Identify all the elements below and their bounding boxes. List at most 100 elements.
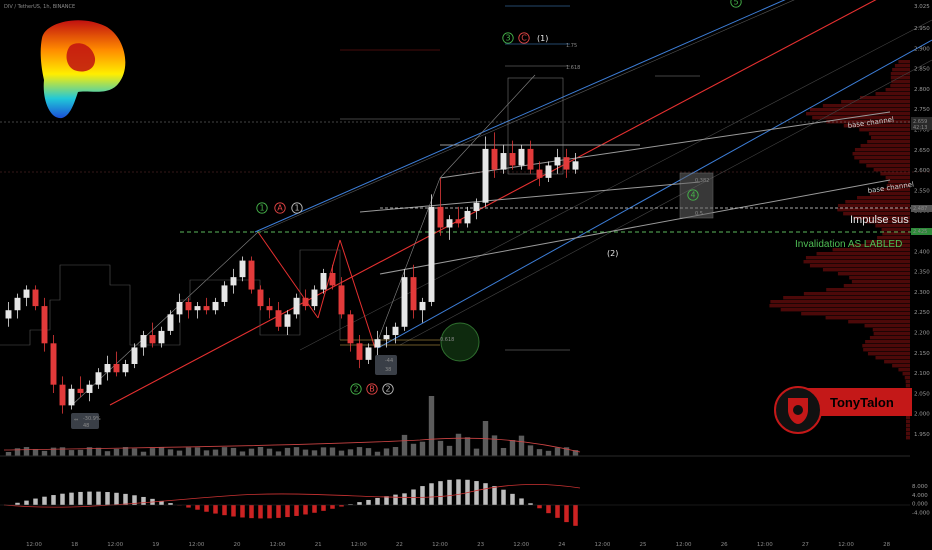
svg-text:2.487: 2.487 xyxy=(913,206,927,212)
volume-profile-bar xyxy=(866,164,910,168)
volume-bar xyxy=(518,435,525,456)
volume-bar xyxy=(365,448,372,456)
volume-bar xyxy=(95,447,102,456)
volume-profile-bar xyxy=(884,360,910,364)
volume-profile-bar xyxy=(812,116,910,120)
volume-bar xyxy=(239,451,246,456)
fib-175-label: 1.75 xyxy=(566,43,577,49)
volume-profile-bar xyxy=(843,212,910,216)
wave-circle xyxy=(274,202,286,214)
volume-profile-bar xyxy=(853,216,910,220)
wave-one-paren-label: (1) xyxy=(537,34,548,43)
candle-body xyxy=(410,277,417,311)
volume-profile-bar xyxy=(869,336,910,340)
volume-bar xyxy=(284,447,291,456)
volume-bar xyxy=(212,449,219,456)
range-box xyxy=(507,77,564,175)
time-tick: 12:00 xyxy=(594,542,610,548)
volume-profile-bar xyxy=(850,244,910,248)
volume-bar xyxy=(473,448,480,456)
candle-body xyxy=(383,335,390,340)
volume-bar xyxy=(527,445,534,456)
volume-bar xyxy=(32,449,39,456)
volume-bar xyxy=(392,447,399,456)
osc-tick: -4.000 xyxy=(912,510,930,516)
candle-body xyxy=(131,347,138,364)
price-tick: 2.200 xyxy=(914,331,930,337)
time-tick: 23 xyxy=(477,542,484,548)
wave-label: 2 xyxy=(353,385,358,394)
volume-profile-bar xyxy=(906,424,910,428)
volume-bar xyxy=(338,450,345,456)
volume-profile-bar xyxy=(860,144,910,148)
volume-bar xyxy=(185,447,192,456)
svg-text:⇔: ⇔ xyxy=(74,417,78,423)
volume-profile-bar xyxy=(838,204,910,208)
candle-body xyxy=(554,157,561,166)
volume-profile-bar xyxy=(803,260,910,264)
zigzag xyxy=(317,239,341,319)
fib-1618-label: 1.618 xyxy=(566,65,580,71)
volume-profile-bar xyxy=(906,420,910,424)
wave-circle xyxy=(382,383,394,395)
candle-body xyxy=(293,297,300,315)
candle-body xyxy=(320,273,327,290)
volume-bar xyxy=(572,450,579,456)
candle-body xyxy=(122,364,129,373)
parallel-line xyxy=(259,0,795,233)
volume-profile-bar xyxy=(825,316,910,320)
volume-profile-bar xyxy=(864,324,910,328)
wave-label: 5 xyxy=(733,0,738,7)
volume-profile-bar xyxy=(843,124,910,128)
volume-profile-bar xyxy=(894,64,910,68)
volume-bar xyxy=(545,450,552,456)
volume-profile-bar xyxy=(905,380,910,384)
candle-body xyxy=(266,306,273,311)
volume-bar xyxy=(419,441,426,456)
volume-profile-bar xyxy=(867,352,910,356)
price-tick: 2.900 xyxy=(914,46,930,52)
volume-profile-bar xyxy=(801,312,910,316)
price-tick: 2.750 xyxy=(914,107,930,113)
elliott-wave-labels: 1 A 1 2 B 2 3 C 4 5 xyxy=(256,0,742,395)
volume-profile-bar xyxy=(875,356,910,360)
volume-bar xyxy=(320,447,327,456)
candle-body xyxy=(50,343,57,385)
volume-profile-bar xyxy=(860,96,910,100)
volume-profile-bar xyxy=(880,172,910,176)
brand-name: TonyTalon xyxy=(830,395,894,410)
price-tick: 3.025 xyxy=(914,4,930,10)
zigzag xyxy=(339,239,376,349)
volume-bar xyxy=(536,449,543,456)
candle-body xyxy=(365,347,372,360)
base-channel-lower xyxy=(379,179,891,275)
candle-body xyxy=(158,330,165,344)
candle-body xyxy=(329,273,336,286)
volume-bar xyxy=(104,451,111,456)
volume-profile-bar xyxy=(873,332,910,336)
wave-label: 3 xyxy=(505,34,510,43)
time-tick: 20 xyxy=(234,542,241,548)
candle-body xyxy=(5,310,12,319)
volume-profile-bar xyxy=(906,428,910,432)
measure-box-1: -30.9% 48 ⇔ xyxy=(71,413,101,429)
volume-profile-bar xyxy=(805,256,910,260)
price-tick: 2.850 xyxy=(914,67,930,73)
volume-profile-bar xyxy=(865,220,910,224)
candle-body xyxy=(392,326,399,336)
candle-body xyxy=(140,335,147,348)
volume-profile-bar xyxy=(770,300,910,304)
volume-profile-bar xyxy=(837,272,910,276)
volume-profile-bar xyxy=(841,100,910,104)
volume-bar xyxy=(23,447,30,456)
volume-profile-bar xyxy=(898,60,910,64)
measure-box-2: -44 38 xyxy=(375,355,397,375)
candle-body xyxy=(14,297,21,311)
candlestick-series xyxy=(5,132,579,414)
candle-body xyxy=(527,148,534,170)
volume-bar xyxy=(311,450,318,456)
candle-body xyxy=(95,372,102,385)
wave-circle xyxy=(502,32,514,44)
volume-profile-bar xyxy=(769,304,910,308)
